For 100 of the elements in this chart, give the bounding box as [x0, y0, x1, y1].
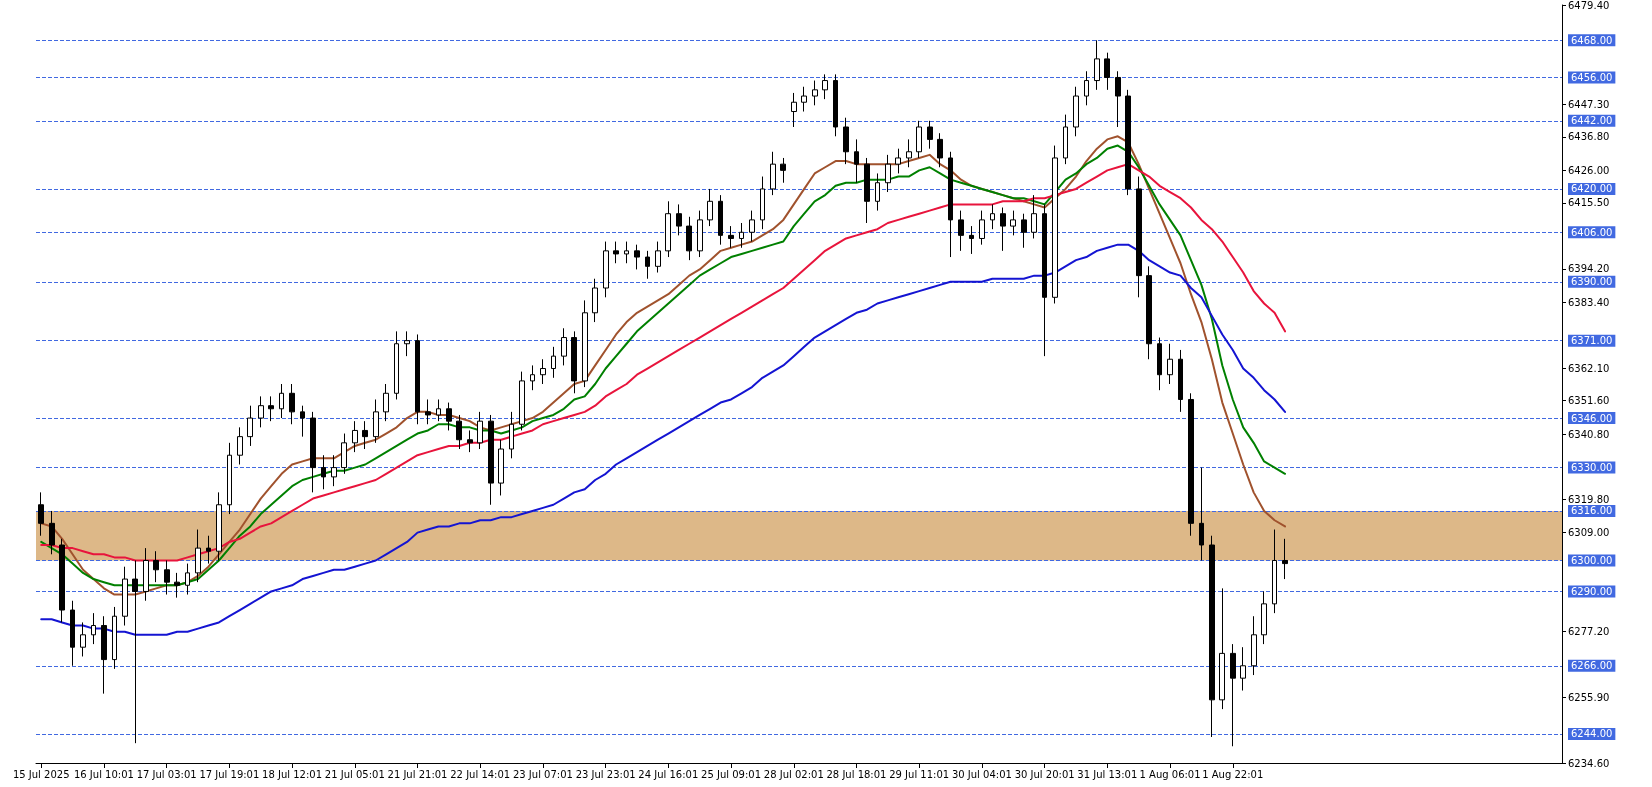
candlestick [268, 395, 274, 422]
x-tick-label: 23 Jul 07:01 [512, 768, 573, 780]
candlestick [289, 383, 295, 425]
x-tick-label: 30 Jul 04:01 [951, 768, 1012, 780]
candlestick [1084, 70, 1089, 106]
x-tick-label: 21 Jul 21:01 [387, 768, 448, 780]
candlestick [665, 200, 671, 258]
y-tick-label: 6447.30 [1568, 98, 1610, 110]
y-tick-label: 6319.80 [1568, 493, 1610, 505]
candlestick [718, 194, 723, 246]
candlestick [498, 439, 504, 496]
y-tick-label: 6351.60 [1568, 395, 1610, 407]
y-tick-label: 6436.80 [1568, 131, 1610, 143]
x-tick-label: 30 Jul 20:01 [1014, 768, 1075, 780]
candlestick [927, 120, 933, 150]
candlestick [895, 148, 901, 174]
candlestick [38, 491, 44, 537]
ref-line-label: 6390.00 [1571, 276, 1613, 288]
candlestick [1167, 343, 1173, 385]
x-tick-label: 16 Jul 10:01 [73, 768, 134, 780]
candlestick [979, 210, 985, 246]
ref-line-label: 6420.00 [1571, 183, 1613, 195]
candlestick [551, 346, 556, 379]
candlestick [321, 454, 326, 490]
candlestick [1251, 615, 1257, 676]
candlestick [122, 566, 128, 627]
candlestick [1104, 52, 1110, 91]
candlestick [352, 420, 358, 453]
candlestick [1240, 646, 1246, 692]
candlestick [425, 398, 431, 425]
y-tick-label: 6277.20 [1568, 625, 1610, 637]
candlestick [456, 414, 462, 450]
candlestick [70, 600, 75, 667]
x-tick-label: 28 Jul 18:01 [826, 768, 887, 780]
candlestick [791, 92, 797, 128]
candlestick [394, 330, 399, 400]
candlestick [362, 420, 368, 450]
candlestick [875, 172, 880, 212]
candlestick [467, 429, 473, 453]
x-tick-label: 29 Jul 11:01 [889, 768, 950, 780]
y-tick-label: 6415.50 [1568, 197, 1610, 209]
candlestick [153, 550, 159, 583]
y-tick-label: 6309.00 [1568, 527, 1610, 539]
candlestick [258, 395, 264, 428]
x-tick-label: 25 Jul 09:01 [701, 768, 762, 780]
candlestick [185, 563, 190, 596]
candlestick [1063, 114, 1068, 165]
line-series [40, 243, 1287, 636]
candlestick [969, 225, 974, 255]
candlestick [164, 560, 170, 596]
ref-line-label: 6456.00 [1571, 71, 1613, 83]
candlestick [843, 117, 849, 165]
ref-line-label: 6300.00 [1571, 555, 1613, 566]
candlestick [132, 560, 138, 744]
candlestick [1261, 590, 1267, 645]
candlestick [655, 241, 661, 274]
candlestick [530, 364, 535, 391]
candlestick [331, 454, 337, 487]
candlestick [864, 157, 870, 224]
candlestick [812, 80, 818, 106]
x-tick-label: 1 Aug 22:01 [1202, 768, 1264, 780]
candlestick [770, 151, 776, 196]
ref-line-label: 6406.00 [1571, 226, 1613, 238]
candlestick [1115, 70, 1121, 128]
candlestick [739, 222, 744, 249]
x-tick-label: 17 Jul 03:01 [136, 768, 197, 780]
candlestick [477, 411, 483, 450]
candlestick [1125, 89, 1131, 196]
candlestick [383, 383, 389, 422]
candlestick [300, 405, 305, 438]
candlestick [1146, 265, 1152, 360]
candlestick [59, 538, 65, 623]
candlestick [697, 210, 703, 258]
candlestick [624, 241, 629, 264]
x-tick-label: 23 Jul 23:01 [575, 768, 636, 780]
ref-line-label: 6468.00 [1571, 34, 1613, 46]
candlestick [645, 250, 650, 280]
candlestick [436, 398, 441, 422]
candlestick [1282, 538, 1288, 580]
candlestick [1094, 39, 1100, 91]
y-tick-label: 6479.40 [1568, 0, 1610, 11]
candlestick [195, 529, 201, 583]
candlestick [1157, 337, 1162, 391]
candlestick [990, 203, 995, 230]
candlestick [707, 188, 713, 227]
candlestick [216, 491, 222, 561]
candlestick [1178, 349, 1183, 413]
ref-line-label: 6244.00 [1571, 728, 1613, 740]
y-tick-label: 6234.60 [1568, 757, 1610, 769]
candlestick [446, 402, 452, 431]
ref-line-label: 6266.00 [1571, 660, 1613, 672]
x-tick-label: 28 Jul 02:01 [763, 768, 824, 780]
candlestick [1199, 467, 1204, 561]
candlestick [1042, 203, 1047, 357]
x-tick-label: 21 Jul 05:01 [324, 768, 385, 780]
candlestick [373, 398, 379, 444]
candlestick [822, 73, 828, 100]
candlestick [1136, 176, 1142, 298]
candlestick [1073, 86, 1079, 137]
candlestick [1219, 587, 1225, 710]
